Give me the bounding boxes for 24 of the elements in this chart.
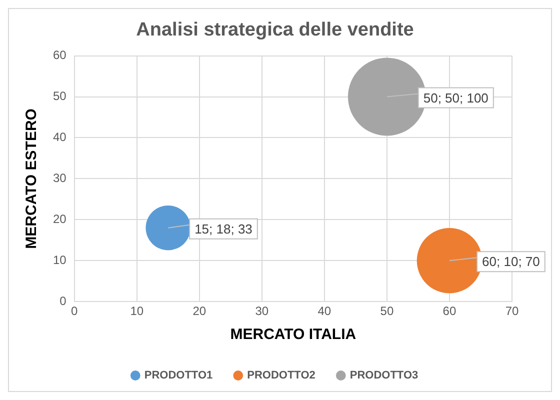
y-axis-title: MERCATO ESTERO (23, 108, 40, 249)
legend-label: PRODOTTO2 (247, 370, 316, 382)
data-label: 60; 10; 70 (482, 254, 540, 270)
x-tick-label: 40 (318, 304, 332, 318)
x-tick-label: 20 (192, 304, 206, 318)
x-axis-title: MERCATO ITALIA (230, 326, 356, 344)
y-tick-label: 20 (52, 212, 67, 226)
y-tick-label: 50 (52, 89, 67, 104)
x-tick-label: 50 (380, 304, 394, 318)
legend-label: PRODOTTO3 (350, 370, 418, 382)
x-tick-label: 30 (255, 304, 269, 318)
y-tick-label: 10 (52, 252, 67, 267)
data-label: 50; 50; 100 (423, 90, 488, 106)
data-label: 15; 18; 33 (194, 221, 252, 236)
y-tick-label: 0 (60, 294, 67, 308)
chart-title: Analisi strategica delle vendite (136, 20, 414, 41)
x-tick-label: 0 (71, 304, 78, 318)
y-tick-label: 40 (52, 130, 67, 144)
x-tick-label: 10 (130, 304, 144, 318)
legend-label: PRODOTTO1 (144, 370, 213, 382)
x-tick-label: 70 (505, 304, 519, 318)
y-tick-label: 30 (52, 171, 67, 186)
y-tick-label: 60 (52, 48, 67, 62)
x-tick-label: 60 (442, 304, 456, 318)
